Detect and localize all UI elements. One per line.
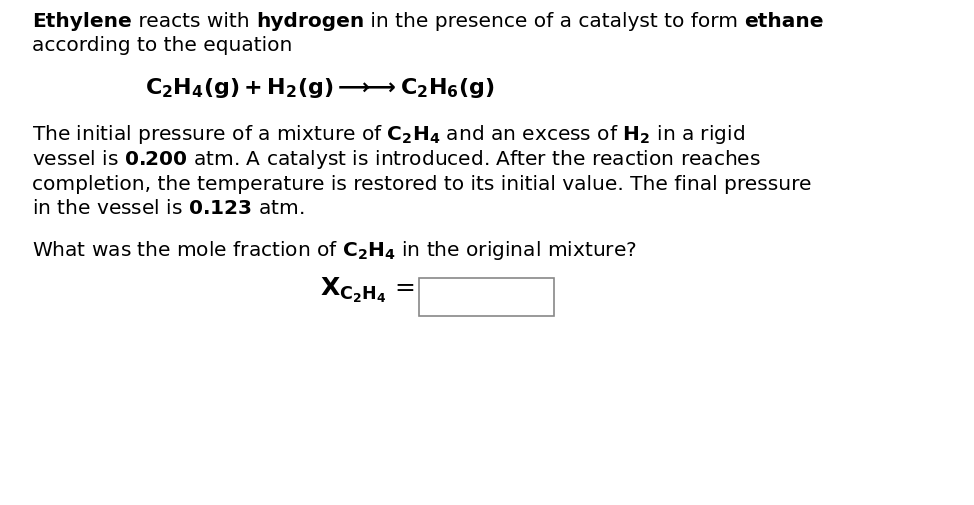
Text: The initial pressure of a mixture of $\mathbf{C_2H_4}$ and an excess of $\mathbf: The initial pressure of a mixture of $\m… xyxy=(32,123,745,146)
Text: ethane: ethane xyxy=(744,12,824,31)
Text: vessel is $\mathbf{0.200}$ atm. A catalyst is introduced. After the reaction rea: vessel is $\mathbf{0.200}$ atm. A cataly… xyxy=(32,147,761,171)
FancyBboxPatch shape xyxy=(419,279,554,317)
Text: in the vessel is $\mathbf{0.123}$ atm.: in the vessel is $\mathbf{0.123}$ atm. xyxy=(32,198,305,218)
Text: in the presence of a catalyst to form: in the presence of a catalyst to form xyxy=(364,12,744,31)
Text: $\mathbf{X}_{\mathbf{C_2H_4}}$ =: $\mathbf{X}_{\mathbf{C_2H_4}}$ = xyxy=(320,275,414,304)
Text: What was the mole fraction of $\mathbf{C_2H_4}$ in the original mixture?: What was the mole fraction of $\mathbf{C… xyxy=(32,239,637,262)
Text: $\mathbf{C_2H_4(g) + H_2(g) \longrightarrow\!\!\!\!\longrightarrow C_2H_6(g)}$: $\mathbf{C_2H_4(g) + H_2(g) \longrightar… xyxy=(145,76,495,100)
Text: reacts with: reacts with xyxy=(131,12,256,31)
Text: hydrogen: hydrogen xyxy=(256,12,364,31)
Text: Ethylene: Ethylene xyxy=(32,12,131,31)
Text: completion, the temperature is restored to its initial value. The final pressure: completion, the temperature is restored … xyxy=(32,174,811,193)
Text: according to the equation: according to the equation xyxy=(32,36,292,56)
